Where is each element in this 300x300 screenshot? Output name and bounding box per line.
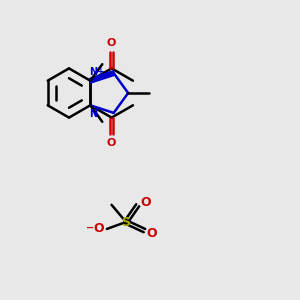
Text: +: + — [97, 68, 105, 76]
Text: O: O — [140, 196, 151, 209]
Text: S: S — [122, 215, 130, 229]
Text: O: O — [147, 226, 157, 239]
Text: −: − — [86, 223, 94, 233]
Text: N: N — [88, 67, 97, 77]
Text: O: O — [93, 223, 104, 236]
Text: O: O — [107, 38, 116, 48]
Text: N: N — [88, 109, 97, 119]
Text: O: O — [107, 138, 116, 148]
